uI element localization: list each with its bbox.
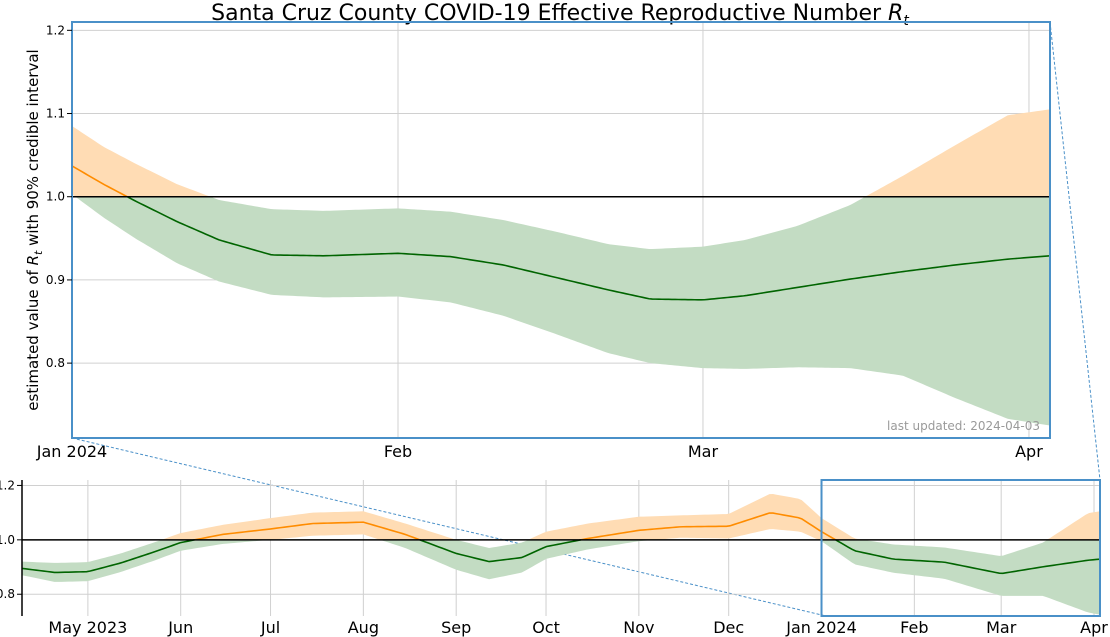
main-y-ticks: 0.8 0.9 1.0 1.1 1.2	[46, 23, 72, 370]
rt-line-below	[126, 196, 1050, 301]
chart-title: Santa Cruz County COVID-19 Effective Rep…	[211, 1, 909, 29]
y-tick-label: 1.2	[46, 23, 65, 37]
band-below-threshold	[22, 539, 1100, 615]
y-tick-label: 0.8	[0, 587, 15, 601]
zoom-connectors	[71, 21, 1101, 617]
y-tick-label: 1.0	[46, 190, 65, 204]
rt-line-above	[194, 521, 421, 541]
band-below-threshold	[72, 196, 1050, 426]
band-above-threshold	[72, 109, 1050, 197]
x-tick-label: Jun	[167, 618, 193, 637]
last-updated-stamp: last updated: 2024-04-03	[887, 419, 1040, 433]
x-tick-label: Jan 2024	[36, 442, 107, 461]
main-rt-lines	[72, 165, 1050, 301]
x-tick-label: Jan 2024	[785, 618, 856, 637]
overview-credible-bands	[22, 494, 1100, 615]
rt-line-below	[419, 539, 582, 563]
y-tick-label: 0.8	[46, 356, 65, 370]
y-tick-label: 1.2	[0, 478, 15, 492]
x-tick-label: May 2023	[48, 618, 127, 637]
y-axis-label: estimated value of Rt with 90% credible …	[24, 49, 45, 410]
main-plot: 0.8 0.9 1.0 1.1 1.2 Jan 2024 Feb Mar Apr last u…	[36, 21, 1051, 461]
y-tick-label: 1.0	[0, 533, 15, 547]
x-tick-label: Dec	[713, 618, 744, 637]
overview-x-ticks: May 2023 Jun Jul Aug Sep Oct Nov Dec Jan 2024 Feb…	[48, 618, 1108, 637]
y-tick-label: 1.1	[46, 107, 65, 121]
y-tick-label: 0.9	[46, 273, 65, 287]
x-tick-label: Feb	[384, 442, 412, 461]
x-tick-label: Mar	[986, 618, 1017, 637]
x-tick-label: Apr	[1015, 442, 1043, 461]
x-tick-label: Apr	[1080, 618, 1108, 637]
rt-line-above	[580, 512, 837, 541]
x-tick-label: Aug	[348, 618, 379, 637]
rt-line-above	[72, 165, 128, 198]
x-tick-label: Jul	[260, 618, 280, 637]
x-tick-label: Feb	[900, 618, 928, 637]
band-above-threshold	[22, 494, 1100, 540]
x-tick-label: Nov	[623, 618, 654, 637]
x-tick-label: Oct	[532, 618, 560, 637]
overview-rt-lines	[22, 512, 1100, 575]
main-credible-bands	[72, 109, 1050, 426]
x-tick-label: Mar	[688, 442, 719, 461]
overview-plot: 0.8 1.0 1.2 May 2023 Jun Jul Aug Sep Oct Nov Dec J…	[0, 478, 1108, 637]
rt-line-below	[835, 539, 1100, 575]
overview-y-ticks: 0.8 1.0 1.2	[0, 478, 22, 601]
main-x-ticks: Jan 2024 Feb Mar Apr	[36, 442, 1043, 461]
rt-line-below	[22, 539, 195, 574]
main-zoom-frame	[71, 21, 1051, 439]
x-tick-label: Sep	[441, 618, 471, 637]
overview-zoom-window	[820, 479, 1101, 617]
